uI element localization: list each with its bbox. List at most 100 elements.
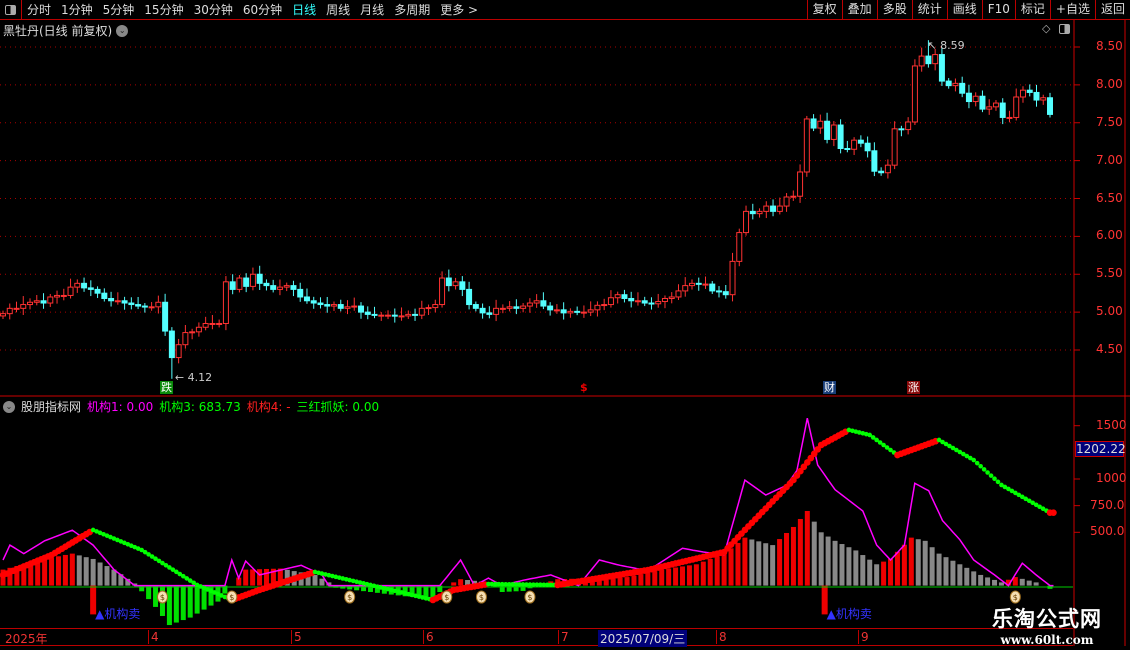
signal-marker[interactable]: 财 [823, 381, 836, 394]
money-bag-icon[interactable]: $ [1009, 590, 1021, 604]
sell-signal-bar [821, 585, 828, 615]
sell-signal-bar [90, 585, 97, 615]
period-tab[interactable]: 更多 > [440, 3, 479, 17]
histogram-bar [700, 561, 706, 586]
signal-marker[interactable]: $ [580, 381, 588, 394]
money-bag-icon[interactable]: $ [441, 590, 453, 604]
histogram-bar [76, 555, 82, 586]
period-tab[interactable]: 日线 [292, 3, 317, 17]
candle-body [851, 139, 858, 150]
price-tick-label: 5.00 [1096, 304, 1123, 319]
signal-marker[interactable]: 涨 [907, 381, 920, 394]
chevron-down-icon[interactable]: ⌄ [116, 24, 129, 37]
trend-dot [101, 531, 106, 537]
trend-dot [863, 431, 869, 437]
trend-dot [850, 428, 855, 434]
candle-body [911, 65, 918, 123]
histogram-bar [922, 540, 928, 586]
panel-toggle-icon [5, 4, 16, 15]
candle-body [216, 322, 223, 325]
toolbar-button[interactable]: 叠加 [841, 0, 877, 19]
candle-body [60, 294, 67, 297]
candle-body [716, 290, 723, 293]
candle-body [114, 300, 121, 303]
trend-dot [870, 435, 876, 440]
trend-dot [496, 581, 502, 587]
period-tab[interactable]: 月线 [360, 3, 385, 17]
period-tab[interactable]: 30分钟 [193, 3, 233, 17]
histogram-bar [610, 577, 616, 586]
panel-toggle-icon[interactable] [1059, 24, 1070, 34]
candle-body [675, 290, 682, 298]
histogram-bar [825, 536, 831, 586]
toolbar-button[interactable]: 标记 [1014, 0, 1050, 19]
trend-dot [950, 445, 956, 451]
candle-body [6, 307, 13, 315]
indicator-value: 机构1: 0.00 [87, 400, 154, 414]
histogram-bar [936, 553, 942, 586]
toolbar-button[interactable]: 多股 [876, 0, 912, 19]
histogram-bar [458, 579, 464, 586]
watermark-title: 乐淘公式网 [992, 606, 1102, 631]
money-bag-icon[interactable]: $ [156, 590, 168, 604]
candle-body [128, 302, 135, 306]
toolbar-button[interactable]: 统计 [911, 0, 947, 19]
histogram-bar [55, 556, 61, 586]
histogram-bar [652, 571, 658, 586]
candle-body [560, 309, 567, 314]
candle-body [999, 102, 1006, 118]
trend-dot [534, 582, 540, 587]
candle-body [47, 296, 54, 304]
candle-body [756, 210, 763, 215]
toolbar-button[interactable]: +自选 [1049, 0, 1095, 19]
histogram-bar [874, 564, 880, 586]
trend-dot [545, 582, 550, 588]
chevron-down-icon[interactable]: ⌄ [3, 400, 15, 413]
histogram-bar [111, 569, 117, 586]
trend-dot [489, 581, 495, 587]
histogram-bar [201, 585, 207, 610]
histogram-bar [846, 547, 852, 586]
histogram-bar [957, 564, 963, 586]
money-bag-icon[interactable]: $ [344, 590, 356, 604]
period-tab[interactable]: 5分钟 [102, 3, 135, 17]
trend-dot [541, 582, 547, 588]
sidebar-toggle-button[interactable] [0, 0, 22, 19]
period-tab[interactable]: 周线 [326, 3, 351, 17]
period-tab[interactable]: 60分钟 [242, 3, 283, 17]
toolbar-button[interactable]: 复权 [806, 0, 842, 19]
candle-body [1040, 97, 1047, 101]
period-tab[interactable]: 多周期 [394, 3, 431, 17]
toolbar-button[interactable]: 返回 [1094, 0, 1130, 19]
period-tab[interactable]: 1分钟 [61, 3, 93, 17]
trend-dot [877, 440, 883, 445]
date-label: 9 [858, 630, 869, 644]
candle-body [1047, 97, 1053, 115]
trend-dot [139, 547, 144, 553]
trend-dot [177, 571, 183, 577]
toolbar-button[interactable]: F10 [981, 0, 1015, 19]
trend-dot [510, 582, 515, 587]
trend-dot [940, 439, 945, 445]
money-bag-icon[interactable]: $ [226, 590, 238, 604]
histogram-bar [236, 577, 242, 586]
trend-dot [180, 573, 186, 579]
histogram-bar [749, 539, 755, 586]
signal-marker[interactable]: 跌 [160, 381, 173, 394]
candle-body [587, 309, 594, 313]
money-bag-icon[interactable]: $ [475, 590, 487, 604]
candle-body [898, 128, 905, 131]
candle-body [952, 82, 959, 87]
histogram-bar [867, 559, 873, 586]
candle-body [81, 282, 88, 289]
money-bag-icon[interactable]: $ [524, 590, 536, 604]
candle-body [317, 302, 324, 306]
diamond-icon[interactable]: ◇ [1042, 22, 1051, 35]
candle-body [358, 305, 365, 313]
trend-dot [503, 581, 508, 587]
period-tab[interactable]: 分时 [27, 3, 52, 17]
period-tab[interactable]: 15分钟 [144, 3, 184, 17]
candle-body [249, 273, 256, 287]
toolbar-button[interactable]: 画线 [946, 0, 982, 19]
